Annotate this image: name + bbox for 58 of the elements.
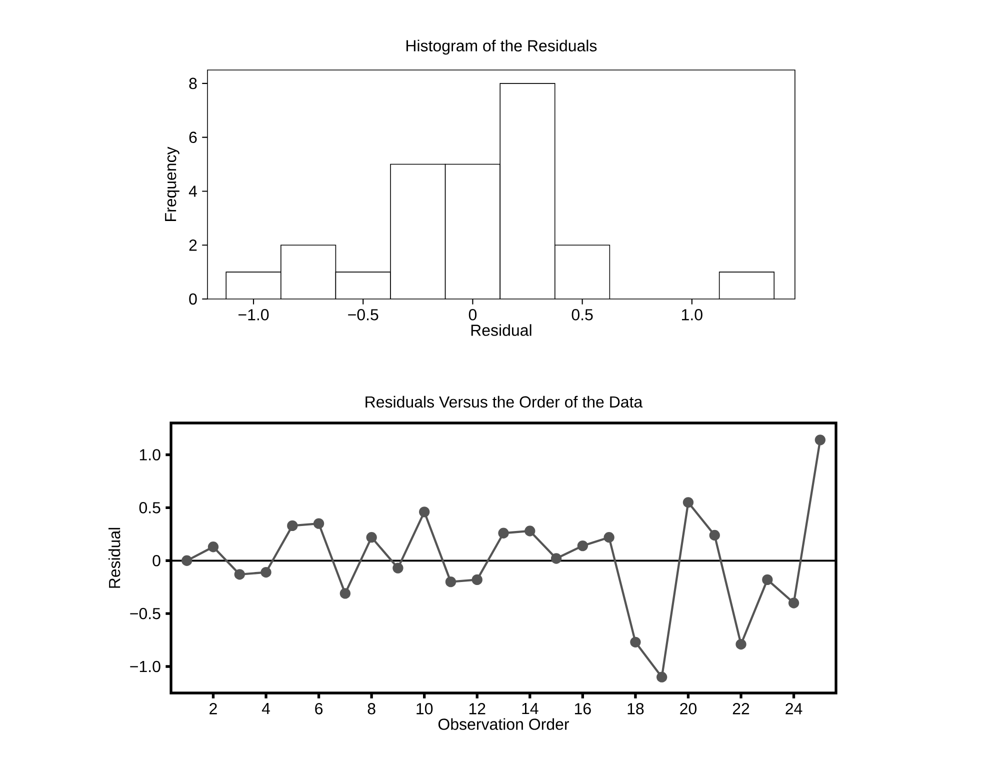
x-tick-label: 10 — [416, 703, 433, 714]
point — [630, 636, 641, 648]
point — [340, 588, 351, 599]
point — [656, 672, 668, 682]
point — [498, 528, 509, 538]
x-tick-label: 16 — [574, 703, 591, 714]
x-tick-label: 8 — [368, 703, 376, 714]
point — [392, 562, 404, 574]
point — [762, 574, 773, 586]
y-tick-label: 4 — [188, 186, 197, 197]
chart-title: Residuals Versus the Order of the Data — [366, 396, 643, 408]
x-tick-label: 12 — [469, 703, 486, 714]
point — [366, 532, 377, 543]
x-tick-label: 0 — [468, 309, 477, 320]
x-tick-label: −1.0 — [238, 309, 269, 320]
point — [736, 638, 746, 650]
x-axis-title: Residual — [471, 324, 532, 336]
x-tick-label: −0.5 — [348, 309, 378, 320]
x-tick-label: 22 — [732, 703, 750, 714]
x-tick-label: 4 — [262, 703, 270, 714]
y-axis-title: Frequency — [165, 146, 180, 221]
y-tick-label: −1.0 — [130, 660, 160, 672]
point — [208, 542, 219, 552]
x-tick-label: 14 — [522, 703, 538, 714]
point — [313, 518, 324, 529]
point — [287, 520, 298, 532]
chart-title: Histogram of the Residuals — [406, 40, 597, 55]
x-tick-label: 20 — [680, 703, 696, 714]
point — [182, 555, 192, 566]
point — [788, 598, 800, 608]
y-tick-label: 2 — [189, 240, 197, 251]
point — [550, 553, 562, 564]
point — [709, 530, 720, 541]
x-tick-label: 6 — [315, 703, 323, 714]
point — [524, 526, 536, 536]
point — [682, 497, 694, 508]
y-tick-label: 0.5 — [139, 502, 160, 514]
point — [234, 569, 245, 580]
y-tick-label: −0.5 — [130, 608, 160, 620]
y-tick-label: 1.0 — [140, 449, 160, 460]
point — [260, 566, 272, 578]
y-tick-label: 0 — [189, 293, 197, 305]
x-tick-label: 2 — [210, 703, 217, 714]
x-tick-label: 0.5 — [572, 309, 593, 320]
y-tick-label: 6 — [189, 132, 197, 143]
point — [814, 434, 826, 446]
x-tick-label: 18 — [628, 703, 644, 714]
x-axis-title: Observation Order — [438, 718, 570, 730]
y-tick-label: 0 — [152, 554, 160, 566]
point — [604, 532, 614, 543]
y-axis-title: Residual — [108, 528, 120, 588]
point — [577, 540, 588, 552]
point — [472, 574, 482, 586]
point — [419, 506, 430, 518]
point — [445, 576, 456, 588]
x-tick-label: 24 — [786, 703, 802, 714]
y-tick-label: 8 — [189, 78, 197, 90]
x-tick-label: 1.0 — [682, 309, 702, 320]
